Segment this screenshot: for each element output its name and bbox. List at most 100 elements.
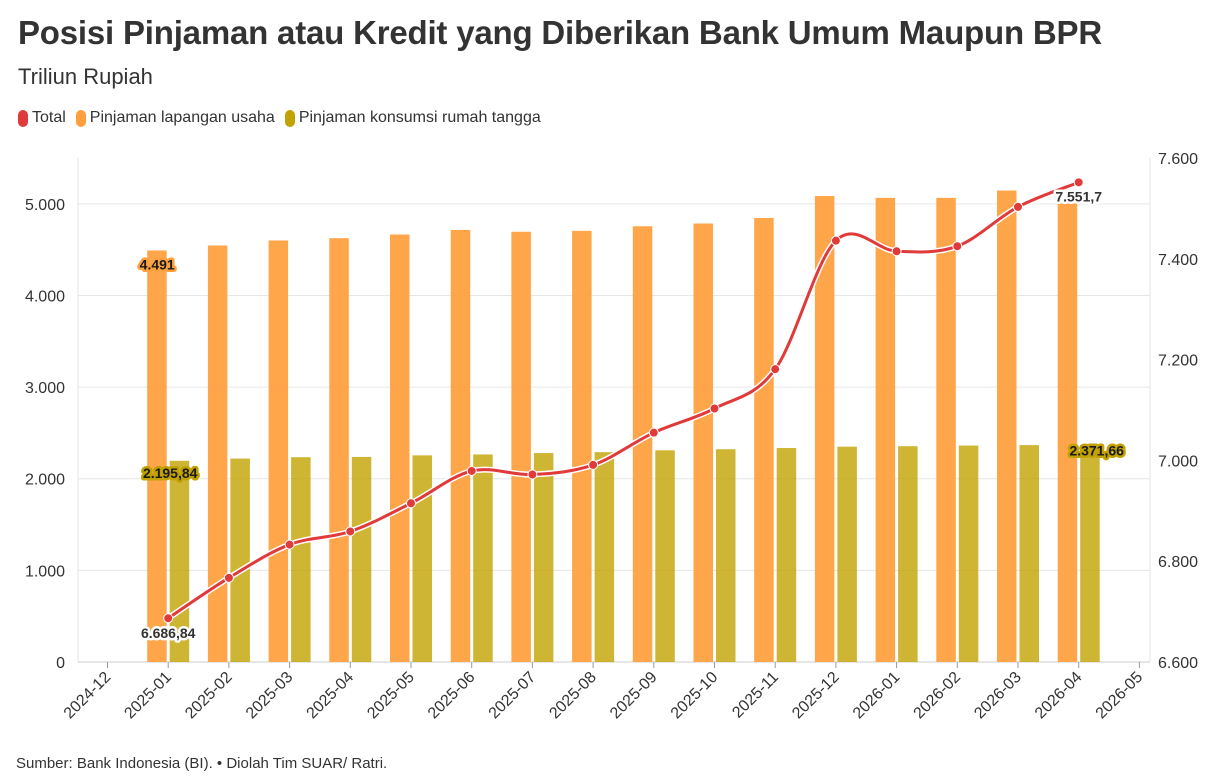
y-right-tick-label: 6.600 [1158, 655, 1198, 672]
x-tick-label: 2026-03 [971, 669, 1025, 723]
legend-swatch-konsumsi [284, 109, 295, 127]
x-tick-label: 2025-10 [668, 669, 722, 723]
data-label-lapangan-usaha: 4.491 [140, 256, 175, 272]
point-total [163, 613, 174, 624]
x-tick-label: 2025-01 [121, 669, 175, 723]
y-right-tick-label: 7.200 [1158, 353, 1198, 370]
legend-label-total: Total [32, 109, 66, 126]
data-label-konsumsi-first: 2.195,84 [143, 465, 198, 481]
point-total [223, 572, 234, 583]
x-tick-label: 2025-04 [304, 669, 358, 723]
x-tick-label: 2026-05 [1093, 669, 1147, 723]
chart-title: Posisi Pinjaman atau Kredit yang Diberik… [18, 14, 1102, 51]
bar-lapangan-usaha [390, 234, 410, 662]
y-left-tick-label: 4.000 [25, 288, 65, 305]
point-total [1073, 177, 1084, 188]
data-label-konsumsi-first-halo: 2.195,84 [143, 465, 198, 481]
x-tick-label: 2025-07 [486, 669, 540, 723]
x-tick-label: 2026-04 [1032, 669, 1086, 723]
legend-label-konsumsi: Pinjaman konsumsi rumah tangga [298, 109, 541, 126]
data-label-total-last: 7.551,7 [1055, 188, 1102, 204]
bar-lapangan-usaha [632, 226, 653, 662]
bar-lapangan-usaha [147, 250, 167, 662]
point-total [527, 469, 538, 480]
point-total [770, 364, 781, 375]
point-total [891, 246, 902, 257]
y-right-tick-label: 7.400 [1158, 252, 1198, 269]
bar-konsumsi [716, 449, 736, 662]
bar-lapangan-usaha [875, 197, 896, 662]
bar-lapangan-usaha [207, 245, 228, 662]
x-tick-label: 2026-02 [911, 669, 965, 723]
bar-konsumsi [291, 457, 311, 662]
bar-lapangan-usaha [997, 190, 1017, 662]
bar-konsumsi [1080, 444, 1100, 662]
legend-swatch-lapangan-usaha [75, 109, 86, 127]
x-tick-label: 2024-12 [61, 669, 115, 723]
legend-item-total[interactable]: Total [18, 109, 66, 127]
x-tick-label: 2025-11 [729, 669, 782, 722]
x-tick-label: 2026-01 [850, 669, 904, 723]
legend-item-lapangan-usaha[interactable]: Pinjaman lapangan usaha [75, 109, 275, 127]
point-total [406, 498, 416, 509]
y-right-tick-label: 6.800 [1158, 554, 1198, 571]
point-total [1013, 201, 1023, 212]
x-tick-label: 2025-06 [425, 669, 479, 723]
bar-konsumsi [594, 452, 615, 662]
bar-konsumsi [533, 453, 554, 662]
legend-item-konsumsi[interactable]: Pinjaman konsumsi rumah tangga [284, 109, 541, 127]
bar-lapangan-usaha [268, 240, 289, 663]
y-left-tick-label: 1.000 [25, 563, 65, 580]
bar-lapangan-usaha [1057, 203, 1078, 663]
point-total [709, 403, 720, 414]
legend-label-lapangan-usaha: Pinjaman lapangan usaha [89, 109, 275, 126]
y-left-tick-label: 5.000 [25, 197, 65, 214]
data-label-lapangan-usaha-halo: 4.491 [140, 256, 175, 272]
x-tick-label: 2025-02 [182, 669, 236, 723]
bar-konsumsi [776, 448, 797, 662]
bar-konsumsi [655, 450, 675, 662]
legend: Total Pinjaman lapangan usaha Pinjaman k… [18, 109, 541, 127]
point-total [345, 526, 356, 537]
point-total [830, 235, 841, 246]
bar-konsumsi [958, 445, 979, 662]
data-label-total-last-halo: 7.551,7 [1055, 188, 1102, 204]
bar-lapangan-usaha [814, 196, 835, 662]
data-label-konsumsi-last-halo: 2.371,66 [1069, 443, 1124, 459]
point-total [952, 241, 963, 252]
bar-lapangan-usaha [693, 223, 713, 662]
bar-lapangan-usaha [511, 231, 531, 662]
data-label-total-first: 6.686,84 [141, 625, 196, 641]
legend-swatch-total [18, 109, 28, 127]
bar-konsumsi [351, 456, 372, 662]
x-tick-label: 2025-09 [607, 669, 661, 723]
point-total [466, 465, 477, 476]
x-tick-label: 2025-03 [243, 669, 297, 723]
y-left-tick-label: 2.000 [25, 472, 65, 489]
y-right-tick-label: 7.000 [1158, 453, 1198, 470]
bar-konsumsi [898, 446, 918, 662]
bar-lapangan-usaha [936, 197, 956, 662]
data-label-konsumsi-last: 2.371,66 [1069, 443, 1124, 459]
y-right-tick-label: 7.600 [1158, 151, 1198, 168]
bar-konsumsi [837, 446, 857, 662]
point-total [588, 459, 599, 470]
point-total [648, 427, 659, 438]
bar-lapangan-usaha [754, 218, 774, 662]
bar-lapangan-usaha [450, 229, 471, 662]
y-left-tick-label: 0 [56, 655, 65, 672]
bar-konsumsi [473, 454, 493, 662]
source-footer: Sumber: Bank Indonesia (BI). • Diolah Ti… [16, 755, 388, 772]
line-total [167, 180, 1080, 620]
x-tick-label: 2025-05 [364, 669, 418, 723]
bar-konsumsi [1019, 445, 1039, 662]
y-left-tick-label: 3.000 [25, 380, 65, 397]
bar-konsumsi [230, 458, 250, 662]
bar-konsumsi [412, 455, 432, 662]
bar-lapangan-usaha [572, 230, 592, 663]
data-label-total-first-halo: 6.686,84 [141, 625, 196, 641]
chart-subtitle: Triliun Rupiah [18, 64, 153, 89]
x-tick-label: 2025-08 [546, 669, 600, 723]
x-tick-label: 2025-12 [789, 669, 843, 723]
